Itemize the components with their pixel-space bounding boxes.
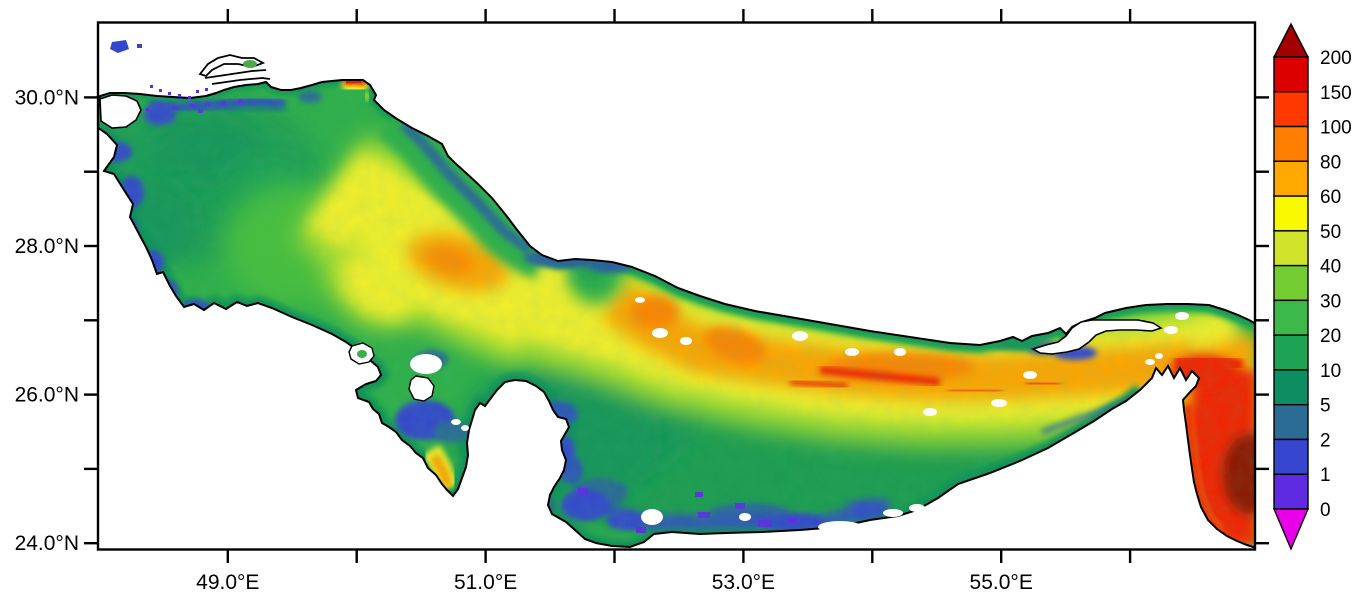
svg-text:1: 1 [1320,465,1331,486]
svg-text:60: 60 [1320,187,1341,208]
svg-text:40: 40 [1320,257,1341,278]
svg-text:2: 2 [1320,431,1331,452]
svg-text:30.0°N: 30.0°N [15,86,79,109]
svg-text:51.0°E: 51.0°E [454,571,517,594]
svg-text:49.0°E: 49.0°E [196,571,259,594]
svg-text:28.0°N: 28.0°N [15,235,79,258]
svg-text:5: 5 [1320,396,1331,417]
svg-text:55.0°E: 55.0°E [970,571,1033,594]
svg-text:0: 0 [1320,500,1331,521]
svg-text:150: 150 [1320,83,1352,104]
svg-text:10: 10 [1320,361,1341,382]
svg-text:80: 80 [1320,152,1341,173]
svg-text:50: 50 [1320,222,1341,243]
svg-text:24.0°N: 24.0°N [15,532,79,555]
svg-text:200: 200 [1320,48,1352,69]
svg-text:100: 100 [1320,118,1352,139]
svg-text:20: 20 [1320,326,1341,347]
svg-text:53.0°E: 53.0°E [712,571,775,594]
svg-text:30: 30 [1320,291,1341,312]
svg-text:26.0°N: 26.0°N [15,384,79,407]
